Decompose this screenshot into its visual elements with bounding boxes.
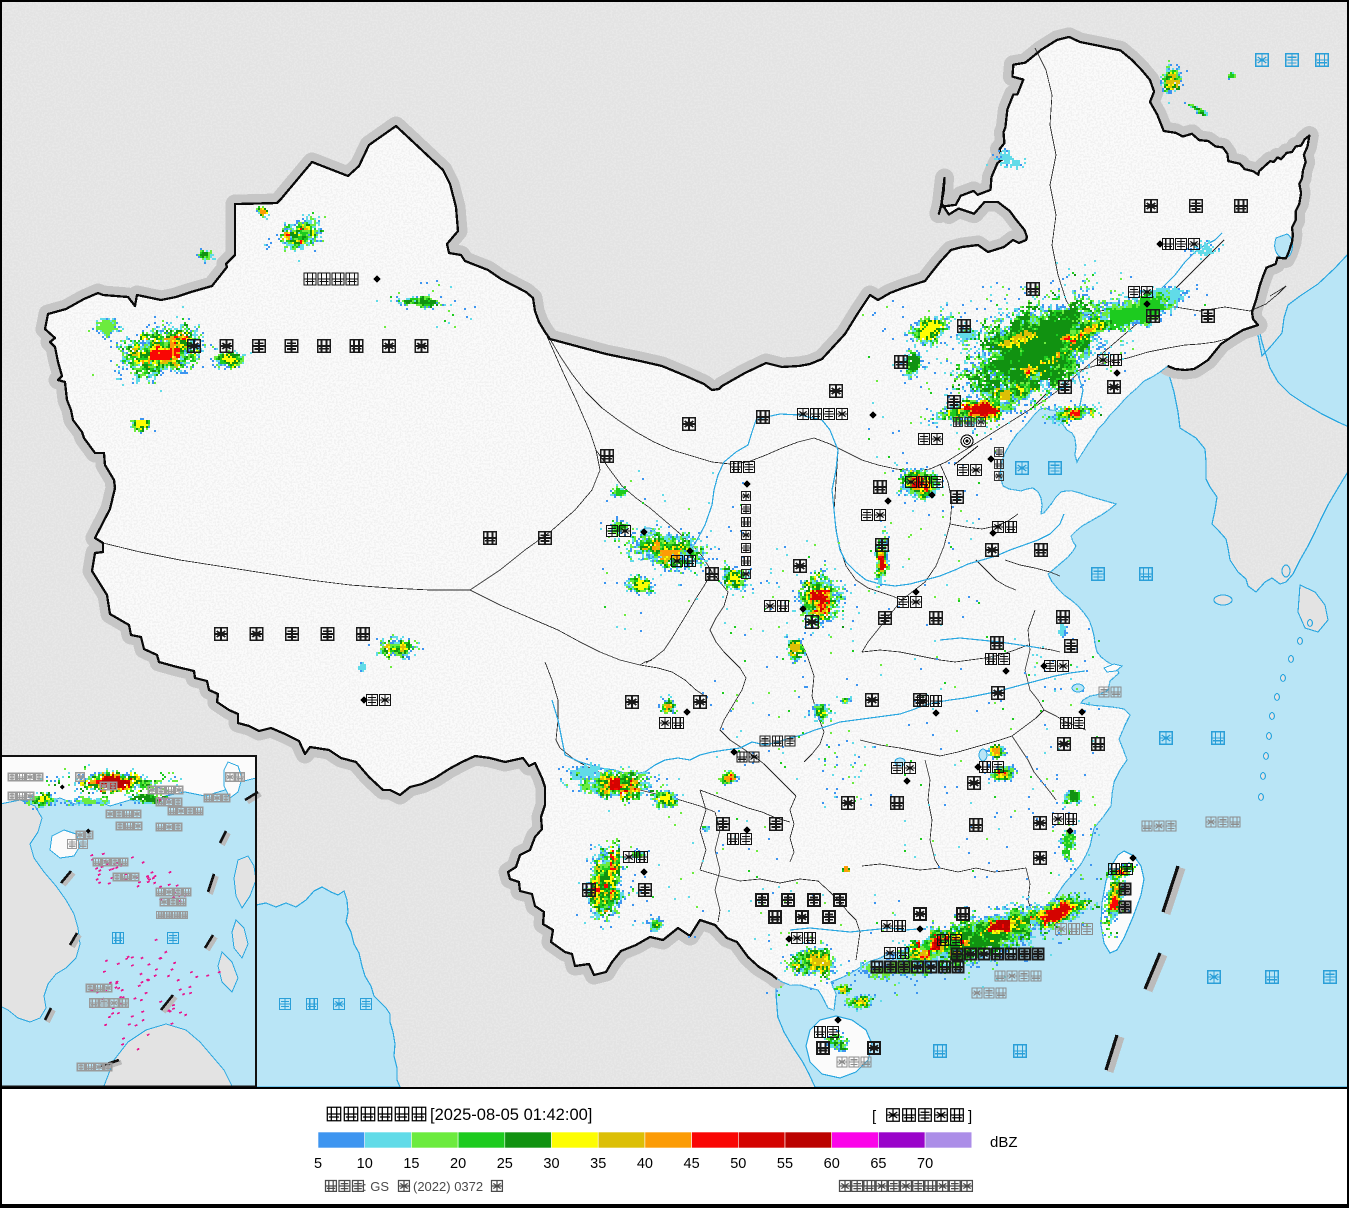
svg-text:: GS: : GS — [363, 1179, 389, 1194]
svg-text:10: 10 — [357, 1156, 373, 1172]
svg-text:45: 45 — [684, 1156, 700, 1172]
svg-text:30: 30 — [543, 1156, 559, 1172]
svg-text:]: ] — [968, 1108, 972, 1125]
svg-text:25: 25 — [497, 1156, 513, 1172]
svg-text:55: 55 — [777, 1156, 793, 1172]
svg-text:65: 65 — [870, 1156, 886, 1172]
svg-text:[: [ — [872, 1108, 877, 1125]
svg-text:5: 5 — [314, 1156, 322, 1172]
svg-text:20: 20 — [450, 1156, 466, 1172]
svg-text:50: 50 — [730, 1156, 746, 1172]
svg-text:40: 40 — [637, 1156, 653, 1172]
svg-text:70: 70 — [917, 1156, 933, 1172]
svg-text:60: 60 — [824, 1156, 840, 1172]
svg-text:dBZ: dBZ — [990, 1134, 1018, 1151]
svg-text:[2025-08-05 01:42:00]: [2025-08-05 01:42:00] — [430, 1106, 592, 1124]
svg-text:35: 35 — [590, 1156, 606, 1172]
svg-text:(2022) 0372: (2022) 0372 — [413, 1179, 483, 1194]
svg-text:15: 15 — [403, 1156, 419, 1172]
